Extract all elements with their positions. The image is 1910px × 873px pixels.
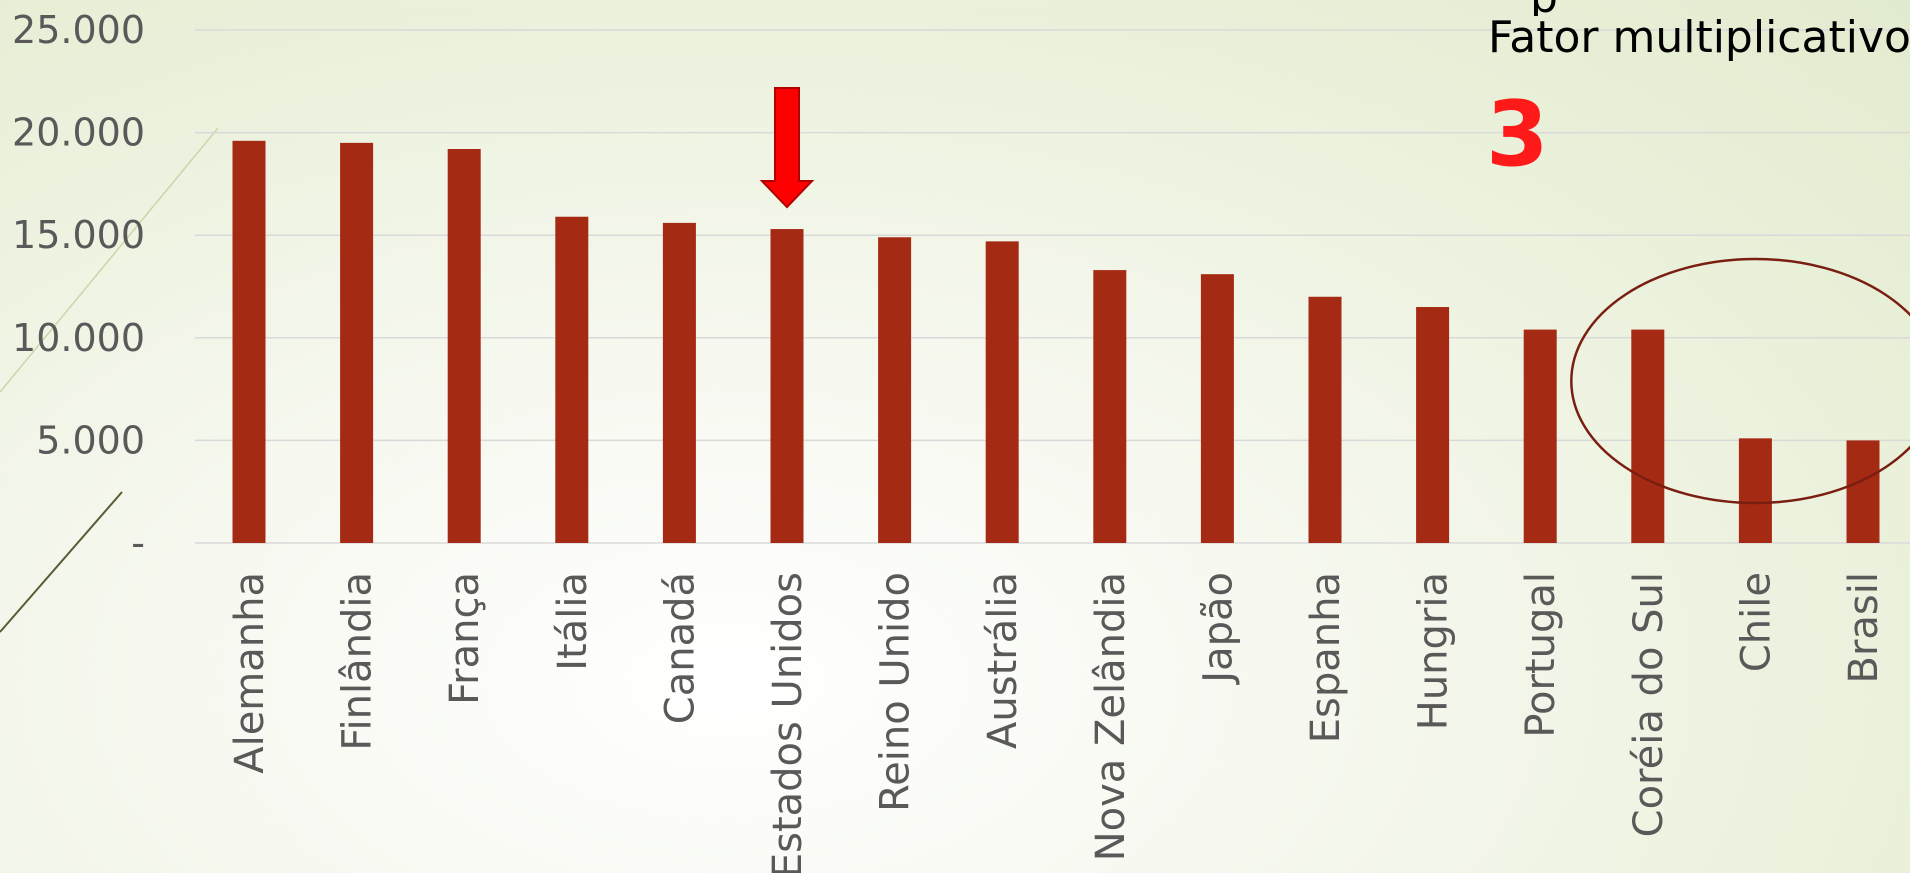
x-tick-label: Alemanha [227, 572, 273, 774]
bar-canadá [662, 222, 696, 543]
y-tick-label: 20.000 [12, 111, 145, 155]
bar-chile [1738, 438, 1772, 543]
y-tick-label: - [131, 521, 145, 565]
bar-espanha [1308, 296, 1342, 543]
x-tick-label: Canadá [657, 572, 703, 724]
highlight-arrow-down [759, 87, 815, 209]
x-tick-label: Chile [1733, 572, 1779, 672]
x-tick-label: França [442, 572, 488, 705]
bar-alemanha [232, 140, 266, 544]
x-tick-label: Japão [1195, 572, 1241, 686]
decorative-slide-line [0, 127, 219, 393]
x-tick-label: Estados Unidos [765, 572, 811, 873]
decorative-slide-line-dark [0, 491, 123, 633]
bar-reino-unido [878, 237, 912, 543]
y-tick-label: 5.000 [36, 418, 145, 462]
bar-nova-zelândia [1093, 270, 1127, 543]
annotation-value: 3 [1486, 82, 1549, 187]
annotation-line2: Fator multiplicativo [1488, 12, 1910, 63]
x-tick-label: Nova Zelândia [1088, 572, 1134, 861]
bar-austrália [985, 241, 1019, 543]
x-tick-label: Coréia do Sul [1626, 572, 1672, 837]
y-axis-tick-labels: - 5.000 10.000 15.000 20.000 25.000 [12, 8, 145, 565]
annotations-layer [759, 87, 1910, 505]
x-tick-label: Reino Unido [873, 572, 919, 812]
x-tick-label: Portugal [1518, 572, 1564, 738]
x-axis-tick-labels: Alemanha Finlândia França Itália Canadá Estad… [227, 572, 1887, 873]
x-tick-label: Itália [550, 572, 596, 671]
bar-portugal [1523, 329, 1557, 543]
x-tick-label: Brasil [1841, 572, 1887, 683]
x-tick-label: Finlândia [335, 572, 381, 751]
bar-estados-unidos [770, 229, 804, 543]
bar-japão [1200, 274, 1234, 543]
y-tick-label: 25.000 [12, 8, 145, 52]
bars [232, 140, 1880, 544]
annotation-line1: p [1530, 0, 1910, 16]
y-tick-label: 10.000 [12, 316, 145, 360]
y-tick-label: 15.000 [12, 213, 145, 257]
bar-brasil [1846, 440, 1880, 543]
bar-coréia-do-sul [1631, 329, 1665, 543]
x-tick-label: Austrália [980, 572, 1026, 749]
gridlines [195, 29, 1910, 544]
bar-hungria [1416, 307, 1450, 543]
x-tick-label: Espanha [1303, 572, 1349, 743]
x-tick-label: Hungria [1411, 572, 1457, 730]
bar-frança [447, 149, 481, 544]
bar-itália [555, 216, 589, 543]
highlight-ellipse [1570, 257, 1910, 505]
bar-finlândia [340, 142, 374, 544]
